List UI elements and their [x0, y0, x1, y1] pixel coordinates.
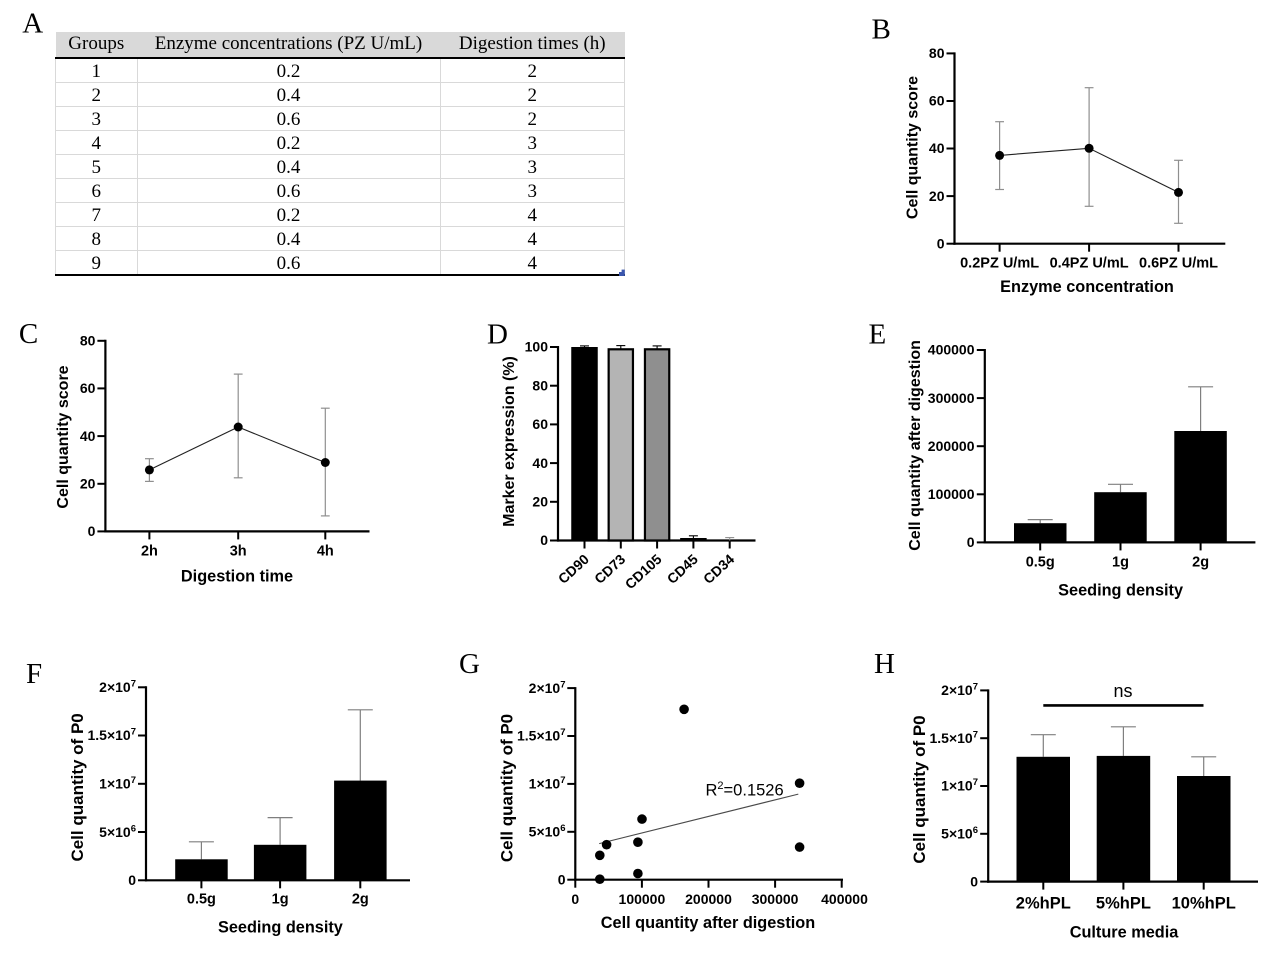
svg-text:ns: ns	[1113, 681, 1132, 701]
svg-text:60: 60	[532, 416, 548, 432]
svg-text:0.5g: 0.5g	[1026, 554, 1055, 570]
svg-text:CD105: CD105	[622, 551, 665, 592]
svg-text:Enzyme concentration: Enzyme concentration	[1000, 278, 1174, 296]
svg-text:5×106: 5×106	[99, 823, 136, 840]
svg-text:20: 20	[80, 475, 96, 491]
svg-text:D: D	[487, 319, 508, 351]
svg-text:100000: 100000	[928, 486, 975, 502]
svg-text:1.5×107: 1.5×107	[517, 727, 566, 744]
svg-text:Culture media: Culture media	[1070, 924, 1180, 942]
svg-text:Marker expression (%): Marker expression (%)	[501, 356, 518, 527]
svg-text:CD34: CD34	[700, 551, 737, 587]
svg-text:1g: 1g	[1112, 554, 1129, 570]
svg-text:0: 0	[970, 873, 978, 889]
svg-text:20: 20	[532, 494, 548, 510]
svg-text:Seeding density: Seeding density	[218, 919, 343, 937]
svg-text:60: 60	[80, 380, 96, 396]
svg-text:F: F	[26, 658, 42, 690]
svg-text:G: G	[459, 648, 480, 680]
svg-text:200000: 200000	[685, 891, 732, 907]
svg-text:0: 0	[128, 872, 136, 888]
svg-text:E: E	[869, 319, 887, 351]
svg-text:3h: 3h	[230, 544, 247, 560]
svg-text:0: 0	[967, 534, 975, 550]
svg-text:R2=0.1526: R2=0.1526	[706, 780, 784, 800]
svg-text:200000: 200000	[928, 438, 975, 454]
svg-text:Cell quantity of P0: Cell quantity of P0	[68, 713, 87, 861]
svg-text:A: A	[22, 7, 43, 39]
svg-text:0: 0	[571, 891, 579, 907]
svg-text:1g: 1g	[272, 892, 289, 908]
svg-text:2g: 2g	[1192, 554, 1209, 570]
svg-text:Digestion time: Digestion time	[181, 567, 293, 585]
svg-text:40: 40	[532, 455, 548, 471]
svg-text:1.5×107: 1.5×107	[929, 729, 978, 746]
svg-text:400000: 400000	[821, 891, 868, 907]
svg-text:80: 80	[80, 333, 96, 349]
svg-text:1.5×107: 1.5×107	[87, 727, 136, 744]
svg-text:0.6PZ U/mL: 0.6PZ U/mL	[1139, 256, 1218, 272]
svg-text:Cell quantity of P0: Cell quantity of P0	[910, 715, 929, 863]
svg-text:0.4PZ U/mL: 0.4PZ U/mL	[1050, 256, 1129, 272]
svg-text:Cell quantity after digestion: Cell quantity after digestion	[601, 914, 815, 932]
svg-text:Cell quantity after digestion: Cell quantity after digestion	[907, 340, 924, 551]
svg-text:40: 40	[929, 140, 945, 156]
svg-text:4h: 4h	[317, 544, 334, 560]
svg-text:H: H	[874, 648, 895, 680]
svg-text:Seeding density: Seeding density	[1058, 581, 1183, 599]
svg-text:5%hPL: 5%hPL	[1096, 895, 1151, 913]
svg-text:1×107: 1×107	[529, 775, 566, 792]
svg-text:Cell quantity of P0: Cell quantity of P0	[497, 714, 516, 862]
svg-text:2h: 2h	[141, 544, 158, 560]
svg-text:300000: 300000	[928, 390, 975, 406]
svg-text:20: 20	[929, 188, 945, 204]
svg-text:2×107: 2×107	[99, 679, 136, 696]
svg-text:60: 60	[929, 93, 945, 109]
svg-text:CD90: CD90	[555, 551, 592, 587]
svg-text:0: 0	[540, 532, 548, 548]
svg-text:Cell quantity score: Cell quantity score	[905, 76, 922, 219]
svg-text:5×106: 5×106	[529, 823, 566, 840]
svg-text:400000: 400000	[928, 342, 975, 358]
svg-text:2g: 2g	[352, 892, 369, 908]
svg-text:C: C	[19, 318, 38, 350]
svg-text:1×107: 1×107	[941, 777, 978, 794]
svg-text:1×107: 1×107	[99, 775, 136, 792]
svg-text:2%hPL: 2%hPL	[1016, 895, 1071, 913]
svg-text:CD45: CD45	[664, 551, 701, 587]
svg-text:80: 80	[929, 45, 945, 61]
svg-text:0: 0	[558, 871, 566, 887]
svg-text:80: 80	[532, 377, 548, 393]
svg-text:5×106: 5×106	[941, 825, 978, 842]
svg-text:0.5g: 0.5g	[187, 892, 216, 908]
svg-text:2×107: 2×107	[529, 679, 566, 696]
svg-text:100000: 100000	[619, 891, 666, 907]
svg-text:2×107: 2×107	[941, 682, 978, 699]
svg-text:Cell quantity score: Cell quantity score	[55, 365, 72, 508]
svg-text:40: 40	[80, 428, 96, 444]
svg-text:10%hPL: 10%hPL	[1172, 895, 1236, 913]
svg-text:B: B	[872, 13, 891, 45]
svg-text:100: 100	[525, 339, 549, 355]
svg-text:0: 0	[937, 235, 945, 251]
svg-text:0: 0	[88, 523, 96, 539]
svg-text:300000: 300000	[752, 891, 799, 907]
svg-text:0.2PZ U/mL: 0.2PZ U/mL	[960, 256, 1039, 272]
